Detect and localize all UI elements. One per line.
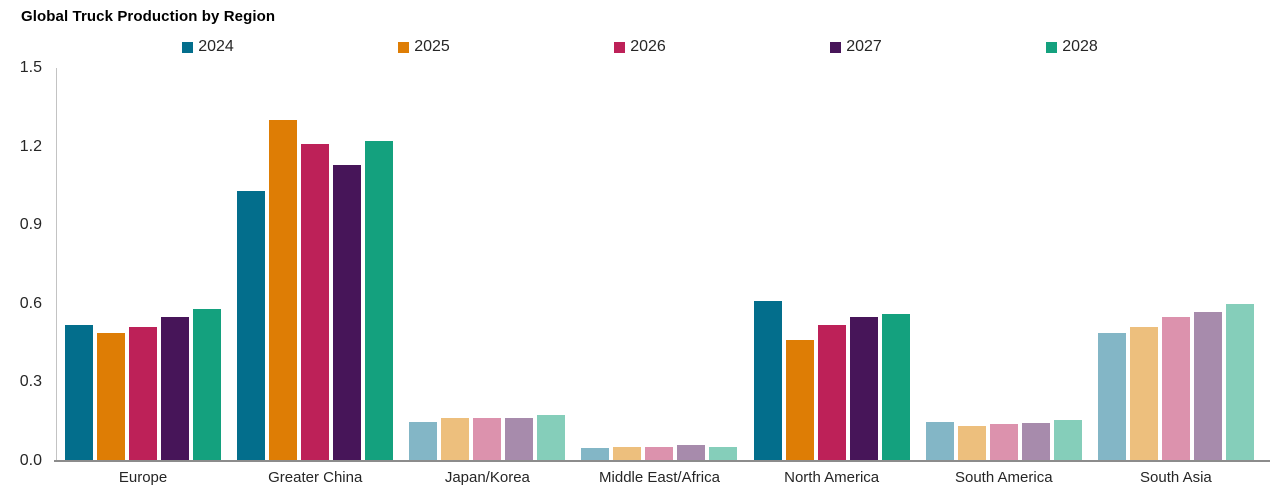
bar-2025 xyxy=(1129,327,1158,461)
bar-2027 xyxy=(505,418,534,461)
legend-swatch-icon xyxy=(830,41,842,53)
legend-label: 2026 xyxy=(630,38,666,55)
plot-area xyxy=(57,68,1262,461)
legend-label: 2028 xyxy=(1062,38,1098,55)
bar-group-south-america xyxy=(918,68,1090,461)
x-category-label: South Asia xyxy=(1140,469,1212,486)
bar-2028 xyxy=(1225,304,1254,461)
bar-2025 xyxy=(269,120,298,461)
bar-2028 xyxy=(193,309,222,461)
x-category-label: Europe xyxy=(118,469,168,486)
x-axis-line xyxy=(54,460,1270,462)
bar-2028 xyxy=(537,415,566,461)
legend-label: 2025 xyxy=(414,38,450,55)
bar-2025 xyxy=(613,447,642,461)
bar-2027 xyxy=(161,317,190,461)
legend-label: 2027 xyxy=(846,38,882,55)
x-axis-category-labels: Europe Greater China Japan/Korea Middle Eas… xyxy=(57,469,1262,486)
y-tick-label: 0.3 xyxy=(19,373,42,391)
y-tick-label: 0.0 xyxy=(19,452,42,469)
bar-2027 xyxy=(1193,312,1222,461)
bar-group-greater-china xyxy=(229,68,401,461)
x-category-label: Greater China xyxy=(268,469,363,486)
legend-item-2026: 2026 xyxy=(532,36,748,58)
y-tick-label: 1.5 xyxy=(19,59,42,76)
bar-2024 xyxy=(753,301,782,461)
bar-2025 xyxy=(441,418,470,461)
x-category-label: South America xyxy=(954,469,1053,486)
legend-label: 2024 xyxy=(198,38,234,55)
legend-swatch-icon xyxy=(398,41,410,53)
bar-2026 xyxy=(473,418,502,461)
bar-2026 xyxy=(301,144,330,461)
bar-2024 xyxy=(581,448,610,461)
bar-group-south-asia xyxy=(1090,68,1262,461)
chart-title: Global Truck Production by Region xyxy=(21,8,276,25)
legend-swatch-icon xyxy=(614,41,626,53)
legend-item-2027: 2027 xyxy=(748,36,964,58)
bar-2024 xyxy=(925,422,954,461)
bar-2026 xyxy=(989,424,1018,461)
bar-2024 xyxy=(409,422,438,461)
bar-2024 xyxy=(237,191,266,461)
bar-group-middle-east-africa xyxy=(573,68,745,461)
legend-item-2028: 2028 xyxy=(964,36,1180,58)
bar-group-europe xyxy=(57,68,229,461)
bar-2028 xyxy=(365,141,394,461)
bar-2024 xyxy=(1097,333,1126,461)
bar-2026 xyxy=(1161,317,1190,461)
y-tick-label: 0.6 xyxy=(19,294,42,312)
x-category-label: Middle East/Africa xyxy=(599,469,720,486)
legend-item-2024: 2024 xyxy=(100,36,316,58)
bar-2027 xyxy=(677,445,706,461)
y-tick-label: 0.9 xyxy=(19,216,42,234)
bar-2026 xyxy=(645,447,674,461)
x-category-label: North America xyxy=(784,469,880,486)
bar-2028 xyxy=(709,447,738,461)
y-tick-label: 1.2 xyxy=(19,137,42,155)
bar-2028 xyxy=(881,314,910,461)
bar-2025 xyxy=(957,426,986,461)
bar-2024 xyxy=(65,325,94,461)
bar-2028 xyxy=(1053,420,1082,461)
bar-2026 xyxy=(129,327,158,461)
legend-swatch-icon xyxy=(182,41,194,53)
legend-swatch-icon xyxy=(1046,41,1058,53)
bar-group-north-america xyxy=(746,68,918,461)
x-category-label: Japan/Korea xyxy=(444,469,530,486)
bar-2025 xyxy=(785,340,814,461)
bar-2027 xyxy=(333,165,362,461)
legend: 2024 2025 2026 2027 2028 xyxy=(0,36,1280,58)
y-axis-line xyxy=(56,68,57,462)
bar-2027 xyxy=(1021,423,1050,461)
bar-group-japan-korea xyxy=(401,68,573,461)
bar-2025 xyxy=(97,333,126,461)
bar-2027 xyxy=(849,317,878,461)
legend-item-2025: 2025 xyxy=(316,36,532,58)
bar-2026 xyxy=(817,325,846,461)
